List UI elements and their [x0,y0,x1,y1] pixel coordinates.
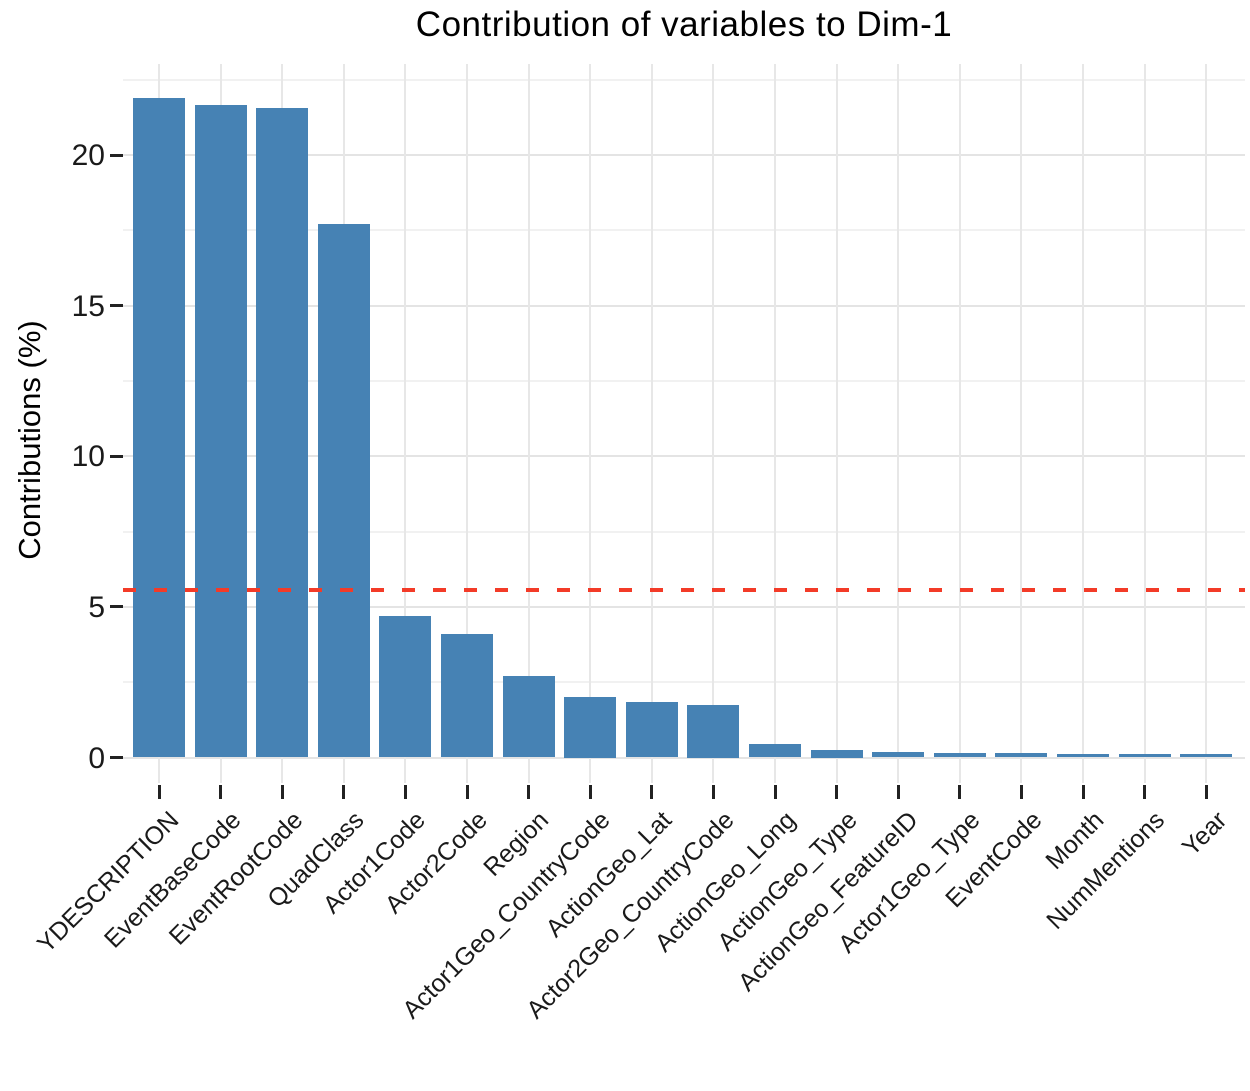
x-tick-mark [1143,785,1147,799]
x-tick-label: Year [1176,806,1233,862]
x-tick-mark [403,785,407,799]
major-gridline [123,605,1245,608]
y-tick-label: 10 [71,440,105,474]
y-tick-label: 0 [88,741,105,775]
vertical-gridline [404,64,407,783]
vertical-gridline [1020,64,1023,783]
minor-gridline [123,379,1245,382]
x-tick-mark [1081,785,1085,799]
bar [810,749,863,758]
minor-gridline [123,78,1245,81]
y-tick-mark [110,605,123,609]
vertical-gridline [958,64,961,783]
reference-dashed-line [123,588,1245,592]
bar [1180,753,1233,758]
vertical-gridline [1082,64,1084,783]
x-tick-mark [342,785,346,799]
bar [379,615,432,758]
vertical-gridline [589,64,592,783]
vertical-gridline [774,64,776,783]
y-tick-mark [110,756,123,759]
bar [872,752,925,758]
y-tick-mark [110,304,123,308]
y-tick-mark [110,153,123,157]
x-tick-mark [588,785,592,799]
bar [749,743,801,758]
bar [133,97,185,758]
y-tick-label: 5 [88,590,105,624]
bar [564,697,617,758]
chart-title: Contribution of variables to Dim-1 [415,5,953,44]
x-tick-mark [219,785,223,799]
bar [995,752,1048,758]
x-tick-mark [650,785,654,799]
major-gridline [123,455,1245,458]
x-tick-mark [896,785,900,799]
x-tick-mark [835,785,839,799]
bar [502,676,555,758]
bar [256,108,309,758]
x-tick-mark [465,785,469,799]
bar [317,224,370,758]
bar [1118,753,1171,758]
bar [687,704,740,758]
minor-gridline [123,229,1245,232]
vertical-gridline [1143,64,1146,783]
vertical-gridline [835,64,838,783]
y-tick-label: 15 [71,289,105,323]
x-tick-mark [280,785,284,799]
major-gridline [123,304,1245,307]
y-tick-mark [110,454,123,458]
vertical-gridline [466,64,468,783]
vertical-gridline [897,64,900,783]
x-tick-mark [711,785,715,799]
major-gridline [123,154,1245,156]
vertical-gridline [712,64,715,783]
bar [441,633,493,758]
x-tick-mark [527,785,531,799]
vertical-gridline [1205,64,1208,783]
y-tick-label: 20 [71,139,105,172]
x-tick-mark [1204,785,1208,799]
x-tick-mark [773,785,777,799]
bar [625,701,678,758]
x-tick-mark [157,785,161,799]
vertical-gridline [650,64,653,783]
minor-gridline [123,530,1245,533]
bar [194,105,247,758]
minor-gridline [123,681,1245,684]
bar [933,752,986,758]
bar [1057,753,1109,758]
x-tick-mark [958,785,962,799]
vertical-gridline [527,64,530,783]
major-gridline [123,756,1245,759]
x-tick-mark [1019,785,1023,799]
